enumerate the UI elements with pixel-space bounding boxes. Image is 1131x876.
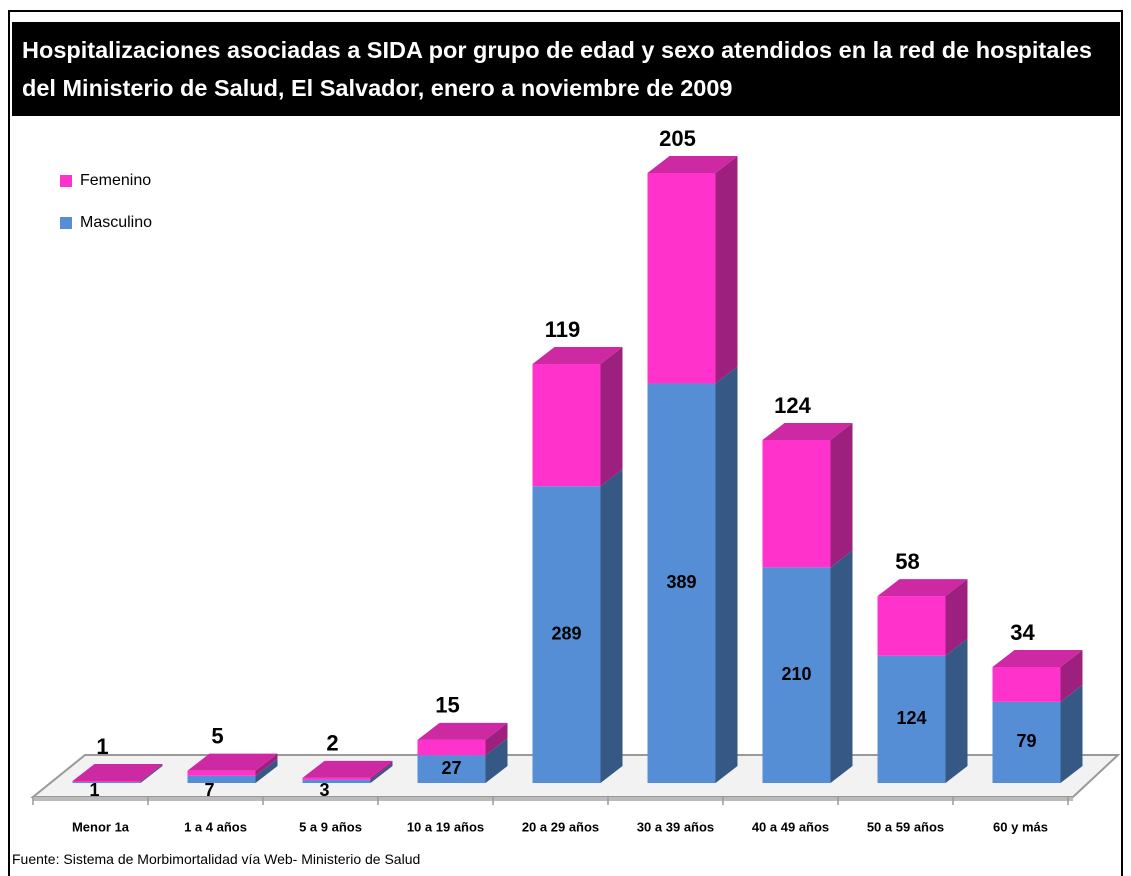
value-label: 58 [895,549,919,574]
bar-side [370,762,393,783]
frame [8,10,1123,876]
bar-top [647,156,738,173]
legend-swatch [60,217,72,229]
x-tick-label: 5 a 9 años [299,819,362,834]
bar-front [992,666,1061,702]
bar-side [140,763,163,782]
bar-top [417,722,508,740]
bar-front [417,739,486,756]
value-label: 124 [896,708,926,728]
bar-side [830,550,853,783]
x-tick-label: 10 a 19 años [407,819,484,834]
bar-side [255,758,278,783]
bar-side [140,764,163,783]
value-label: 79 [1016,731,1036,751]
bar-top [72,763,163,781]
legend-swatch [60,175,72,187]
bar-top [762,423,853,441]
bar-front [187,775,256,783]
x-tick-label: 1 a 4 años [184,819,247,834]
bar-front [72,780,141,782]
value-label: 389 [666,572,696,592]
value-label: 34 [1010,620,1035,645]
x-tick-label: 20 a 29 años [522,819,599,834]
bar-top [992,649,1083,667]
value-label: 5 [211,723,223,748]
bar-side [485,722,508,756]
bar-side [255,753,278,776]
bar-front [302,779,371,783]
bar-top [187,753,278,771]
bar-front [647,383,716,783]
value-label: 210 [781,664,811,684]
value-label: 27 [441,758,461,778]
bar-side [945,579,968,656]
bar-side [830,423,853,568]
value-label: 119 [545,317,581,342]
value-label: 15 [435,693,459,718]
bar-front [72,781,141,783]
bar-front [647,173,716,384]
bar-side [370,760,393,780]
value-label: 7 [204,780,214,800]
legend-label: Femenino [80,172,151,189]
x-tick-label: 60 y más [993,819,1048,834]
bar-front [187,770,256,776]
bar-top [302,760,393,778]
bar-front [302,777,371,780]
bar-top [532,347,623,365]
value-label: 1 [89,780,99,800]
x-tick-label: Menor 1a [72,819,130,834]
value-label: 2 [326,731,338,756]
chart-title: Hospitalizaciones asociadas a SIDA por g… [12,22,1120,116]
bar-side [600,347,623,487]
bar-top [877,579,968,597]
bar-front [877,596,946,656]
bar-side [485,738,508,783]
value-label: 124 [774,393,811,418]
bar-front [762,567,831,783]
chart: Femenino Masculino Menor 1a 1 1 1 a 4 años 7 5 5… [30,126,1121,834]
bar-side [1060,649,1083,702]
bar-front [532,364,601,487]
bar-side [945,638,968,783]
x-tick-label: 50 a 59 años [867,819,944,834]
x-tick-label: 30 a 39 años [637,819,714,834]
bar-front [992,701,1061,783]
value-label: 289 [551,623,581,643]
value-label: 1 [96,734,108,759]
value-label: 205 [659,126,696,151]
legend-label: Masculino [80,214,152,231]
bar-front [532,486,601,783]
bar-front [762,440,831,568]
bar-side [715,366,738,783]
floor-edge [33,797,1073,801]
bar-side [1060,684,1083,783]
bar-front [877,655,946,783]
x-tick-label: 40 a 49 años [752,819,829,834]
bar-side [715,156,738,384]
source-note: Fuente: Sistema de Morbimortalidad vía W… [12,851,421,867]
bar-side [600,469,623,783]
value-label: 3 [319,780,329,800]
bar-front [417,755,486,783]
